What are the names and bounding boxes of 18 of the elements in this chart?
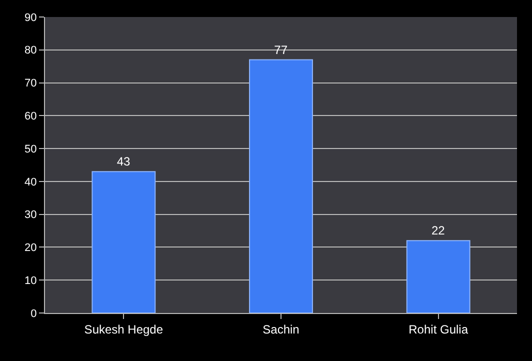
y-tick-label: 10 <box>24 274 37 287</box>
bar <box>249 59 313 313</box>
y-tick-label: 80 <box>24 44 37 57</box>
x-tick-label: Rohit Gulia <box>408 322 468 336</box>
y-tick-label: 20 <box>24 242 37 254</box>
data-label: 22 <box>432 224 446 238</box>
x-tick-label: Sukesh Hegde <box>84 322 164 336</box>
y-tick-label: 60 <box>24 110 37 123</box>
data-label: 43 <box>116 154 130 169</box>
y-tick-label: 30 <box>24 209 37 222</box>
y-tick-label: 50 <box>24 143 37 156</box>
y-tick-label: 40 <box>24 176 37 188</box>
bar <box>406 240 470 313</box>
x-tick-label: Sachin <box>262 322 300 336</box>
bar <box>92 171 156 313</box>
y-tick-label: 90 <box>24 12 37 24</box>
y-tick-label: 70 <box>24 78 37 90</box>
y-tick-label: 0 <box>30 308 37 320</box>
